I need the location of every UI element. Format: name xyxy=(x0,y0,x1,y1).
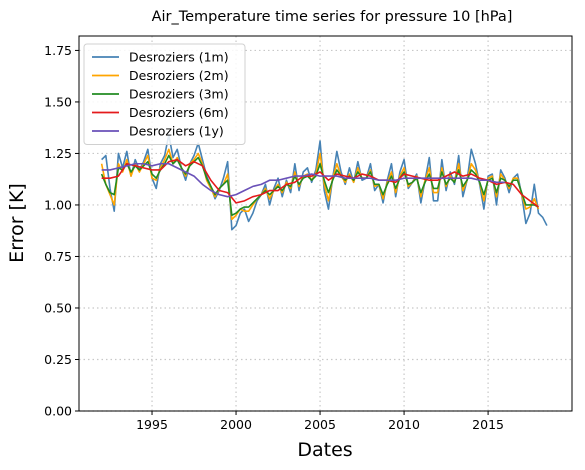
x-tick-label: 2010 xyxy=(388,417,420,432)
x-tick-label: 1995 xyxy=(136,417,168,432)
series-line-3 xyxy=(100,154,539,217)
y-axis-title: Error [K] xyxy=(6,183,28,263)
series-line-4 xyxy=(101,158,539,208)
y-tick-label: 0.25 xyxy=(44,352,72,367)
legend-label: Desroziers (6m) xyxy=(129,105,229,120)
series-line-1 xyxy=(101,134,548,231)
legend-label: Desroziers (1y) xyxy=(129,124,224,139)
x-axis-title: Dates xyxy=(297,439,352,461)
legend: Desroziers (1m) Desroziers (2m) Desroziers… xyxy=(83,43,246,145)
axes-frame xyxy=(78,35,573,412)
y-tick-label: 1.00 xyxy=(44,197,72,212)
legend-label: Desroziers (1m) xyxy=(129,50,229,65)
x-tick-label: 2015 xyxy=(472,417,504,432)
legend-label: Desroziers (2m) xyxy=(129,68,229,83)
y-tick-label: 1.25 xyxy=(44,146,72,161)
y-tick-label: 0.75 xyxy=(44,249,72,264)
legend-label: Desroziers (3m) xyxy=(129,87,229,102)
y-tick-label: 1.75 xyxy=(44,43,72,58)
y-tick-label: 0.50 xyxy=(44,300,72,315)
x-tick-label: 2000 xyxy=(220,417,252,432)
legend-box xyxy=(83,43,246,145)
x-axis-ticks: 1995 2000 2005 2010 2015 xyxy=(136,411,504,432)
y-tick-label: 1.50 xyxy=(44,94,72,109)
x-tick-label: 2005 xyxy=(304,417,336,432)
y-tick-label: 0.00 xyxy=(44,404,72,419)
series-layer xyxy=(100,134,548,231)
chart-title: Air_Temperature time series for pressure… xyxy=(152,9,513,25)
series-line-5 xyxy=(101,162,505,198)
y-axis-ticks: 0.00 0.25 0.50 0.75 1.00 1.25 1.50 1.75 xyxy=(44,43,79,419)
